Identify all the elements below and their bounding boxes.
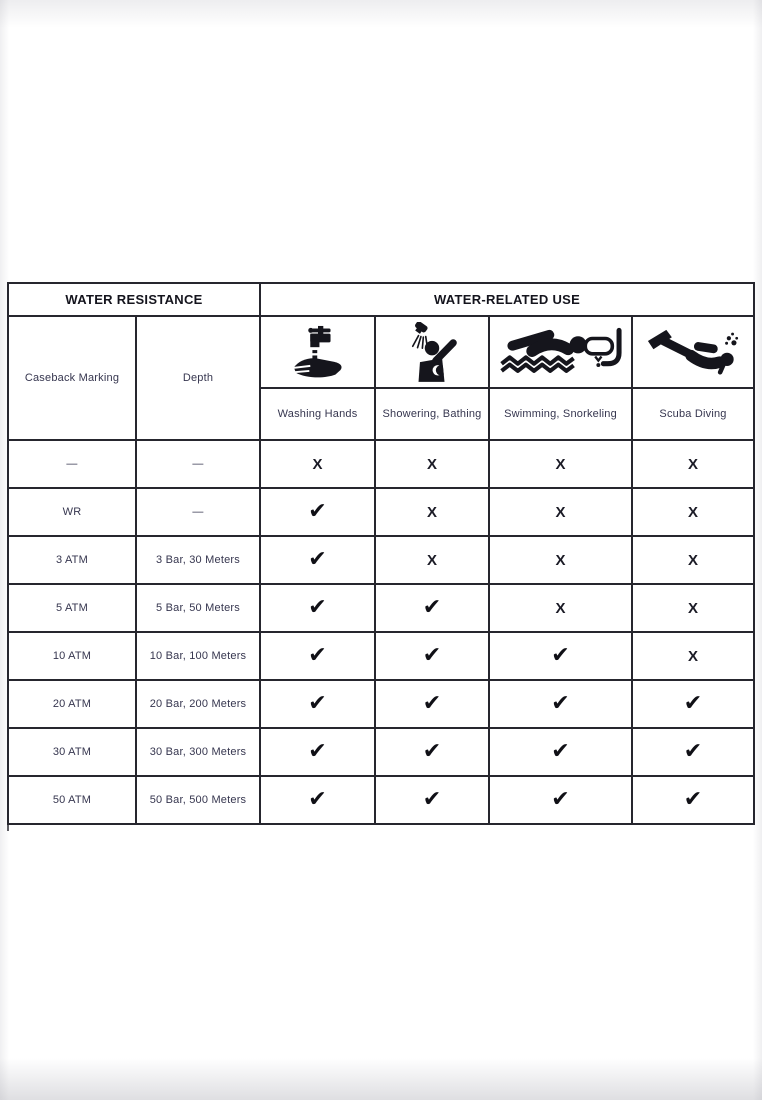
table-row: 10 ATM 10 Bar, 100 Meters ✔ ✔ ✔ X bbox=[7, 631, 756, 681]
use-cell: X bbox=[630, 439, 756, 489]
water-related-use-group-header: WATER-RELATED USE bbox=[258, 282, 756, 317]
use-cell: X bbox=[488, 583, 633, 633]
caseback-marking-cell: WR bbox=[7, 487, 137, 537]
use-cell: ✔ bbox=[488, 679, 633, 729]
use-cell: ✔ bbox=[259, 679, 376, 729]
use-cell: X bbox=[630, 631, 756, 681]
use-cell: ✔ bbox=[630, 679, 756, 729]
use-cell: X bbox=[374, 535, 490, 585]
depth-cell: — bbox=[135, 487, 261, 537]
caseback-marking-column-header: Caseback Marking bbox=[7, 315, 137, 441]
edge-fade-top bbox=[0, 0, 762, 28]
caseback-marking-cell: 20 ATM bbox=[7, 679, 137, 729]
icon-header-row: Caseback Marking Depth bbox=[7, 315, 756, 441]
use-cell: ✔ bbox=[374, 583, 490, 633]
table-row: 50 ATM 50 Bar, 500 Meters ✔ ✔ ✔ ✔ bbox=[7, 775, 756, 825]
depth-cell: 10 Bar, 100 Meters bbox=[135, 631, 261, 681]
group-header-row: WATER RESISTANCE WATER-RELATED USE bbox=[7, 282, 756, 317]
use-cell: X bbox=[374, 439, 490, 489]
use-cell: ✔ bbox=[259, 727, 376, 777]
use-cell: X bbox=[488, 439, 633, 489]
caseback-marking-cell: 50 ATM bbox=[7, 775, 137, 825]
use-cell: ✔ bbox=[259, 631, 376, 681]
washing-hands-icon bbox=[291, 325, 342, 378]
caseback-marking-cell: 10 ATM bbox=[7, 631, 137, 681]
label-header-row: Washing Hands Showering, Bathing Swimmin… bbox=[8, 387, 756, 441]
data-rows: — — X X X X WR — ✔ X X X 3 ATM 3 Bar, 30… bbox=[7, 439, 756, 825]
use-cell: X bbox=[630, 583, 756, 633]
water-resistance-group-header: WATER RESISTANCE bbox=[7, 282, 261, 317]
use-cell: ✔ bbox=[488, 775, 633, 825]
use-cell: ✔ bbox=[488, 631, 633, 681]
swimming-snorkeling-icon bbox=[499, 327, 622, 373]
use-cell: ✔ bbox=[374, 775, 490, 825]
use-cell: X bbox=[374, 487, 490, 537]
use-cell: ✔ bbox=[374, 631, 490, 681]
depth-cell: 20 Bar, 200 Meters bbox=[135, 679, 261, 729]
use-cell: X bbox=[630, 487, 756, 537]
edge-fade-bottom bbox=[0, 1058, 762, 1100]
use-cell: ✔ bbox=[374, 679, 490, 729]
swimming-snorkeling-label: Swimming, Snorkeling bbox=[488, 387, 633, 441]
caseback-marking-cell: — bbox=[7, 439, 137, 489]
washing-hands-label: Washing Hands bbox=[259, 387, 376, 441]
scuba-diving-icon-cell bbox=[630, 315, 756, 389]
scuba-diving-icon bbox=[647, 329, 739, 375]
table-bottom-tick bbox=[7, 823, 9, 831]
table-row: 20 ATM 20 Bar, 200 Meters ✔ ✔ ✔ ✔ bbox=[7, 679, 756, 729]
use-cell: ✔ bbox=[259, 583, 376, 633]
table-row: 30 ATM 30 Bar, 300 Meters ✔ ✔ ✔ ✔ bbox=[7, 727, 756, 777]
water-resistance-table: WATER RESISTANCE WATER-RELATED USE Caseb… bbox=[7, 282, 756, 825]
table-row: WR — ✔ X X X bbox=[7, 487, 756, 537]
washing-hands-icon-cell bbox=[259, 315, 376, 389]
use-cell: ✔ bbox=[259, 487, 376, 537]
showering-icon bbox=[411, 322, 457, 382]
depth-cell: 30 Bar, 300 Meters bbox=[135, 727, 261, 777]
use-cell: ✔ bbox=[630, 775, 756, 825]
table-row: 3 ATM 3 Bar, 30 Meters ✔ X X X bbox=[7, 535, 756, 585]
table-row: — — X X X X bbox=[7, 439, 756, 489]
use-cell: ✔ bbox=[374, 727, 490, 777]
showering-bathing-label: Showering, Bathing bbox=[374, 387, 490, 441]
table-row: 5 ATM 5 Bar, 50 Meters ✔ ✔ X X bbox=[7, 583, 756, 633]
caseback-marking-cell: 30 ATM bbox=[7, 727, 137, 777]
use-cell: X bbox=[259, 439, 376, 489]
depth-column-header: Depth bbox=[135, 315, 261, 441]
use-cell: ✔ bbox=[259, 535, 376, 585]
use-cell: ✔ bbox=[630, 727, 756, 777]
swimming-snorkeling-icon-cell bbox=[488, 315, 633, 389]
use-cell: X bbox=[488, 487, 633, 537]
depth-cell: 50 Bar, 500 Meters bbox=[135, 775, 261, 825]
use-cell: ✔ bbox=[488, 727, 633, 777]
use-cell: ✔ bbox=[259, 775, 376, 825]
depth-cell: — bbox=[135, 439, 261, 489]
scuba-diving-label: Scuba Diving bbox=[630, 387, 756, 441]
caseback-marking-cell: 5 ATM bbox=[7, 583, 137, 633]
use-cell: X bbox=[488, 535, 633, 585]
use-cell: X bbox=[630, 535, 756, 585]
depth-cell: 5 Bar, 50 Meters bbox=[135, 583, 261, 633]
caseback-marking-cell: 3 ATM bbox=[7, 535, 137, 585]
showering-icon-cell bbox=[374, 315, 490, 389]
depth-cell: 3 Bar, 30 Meters bbox=[135, 535, 261, 585]
